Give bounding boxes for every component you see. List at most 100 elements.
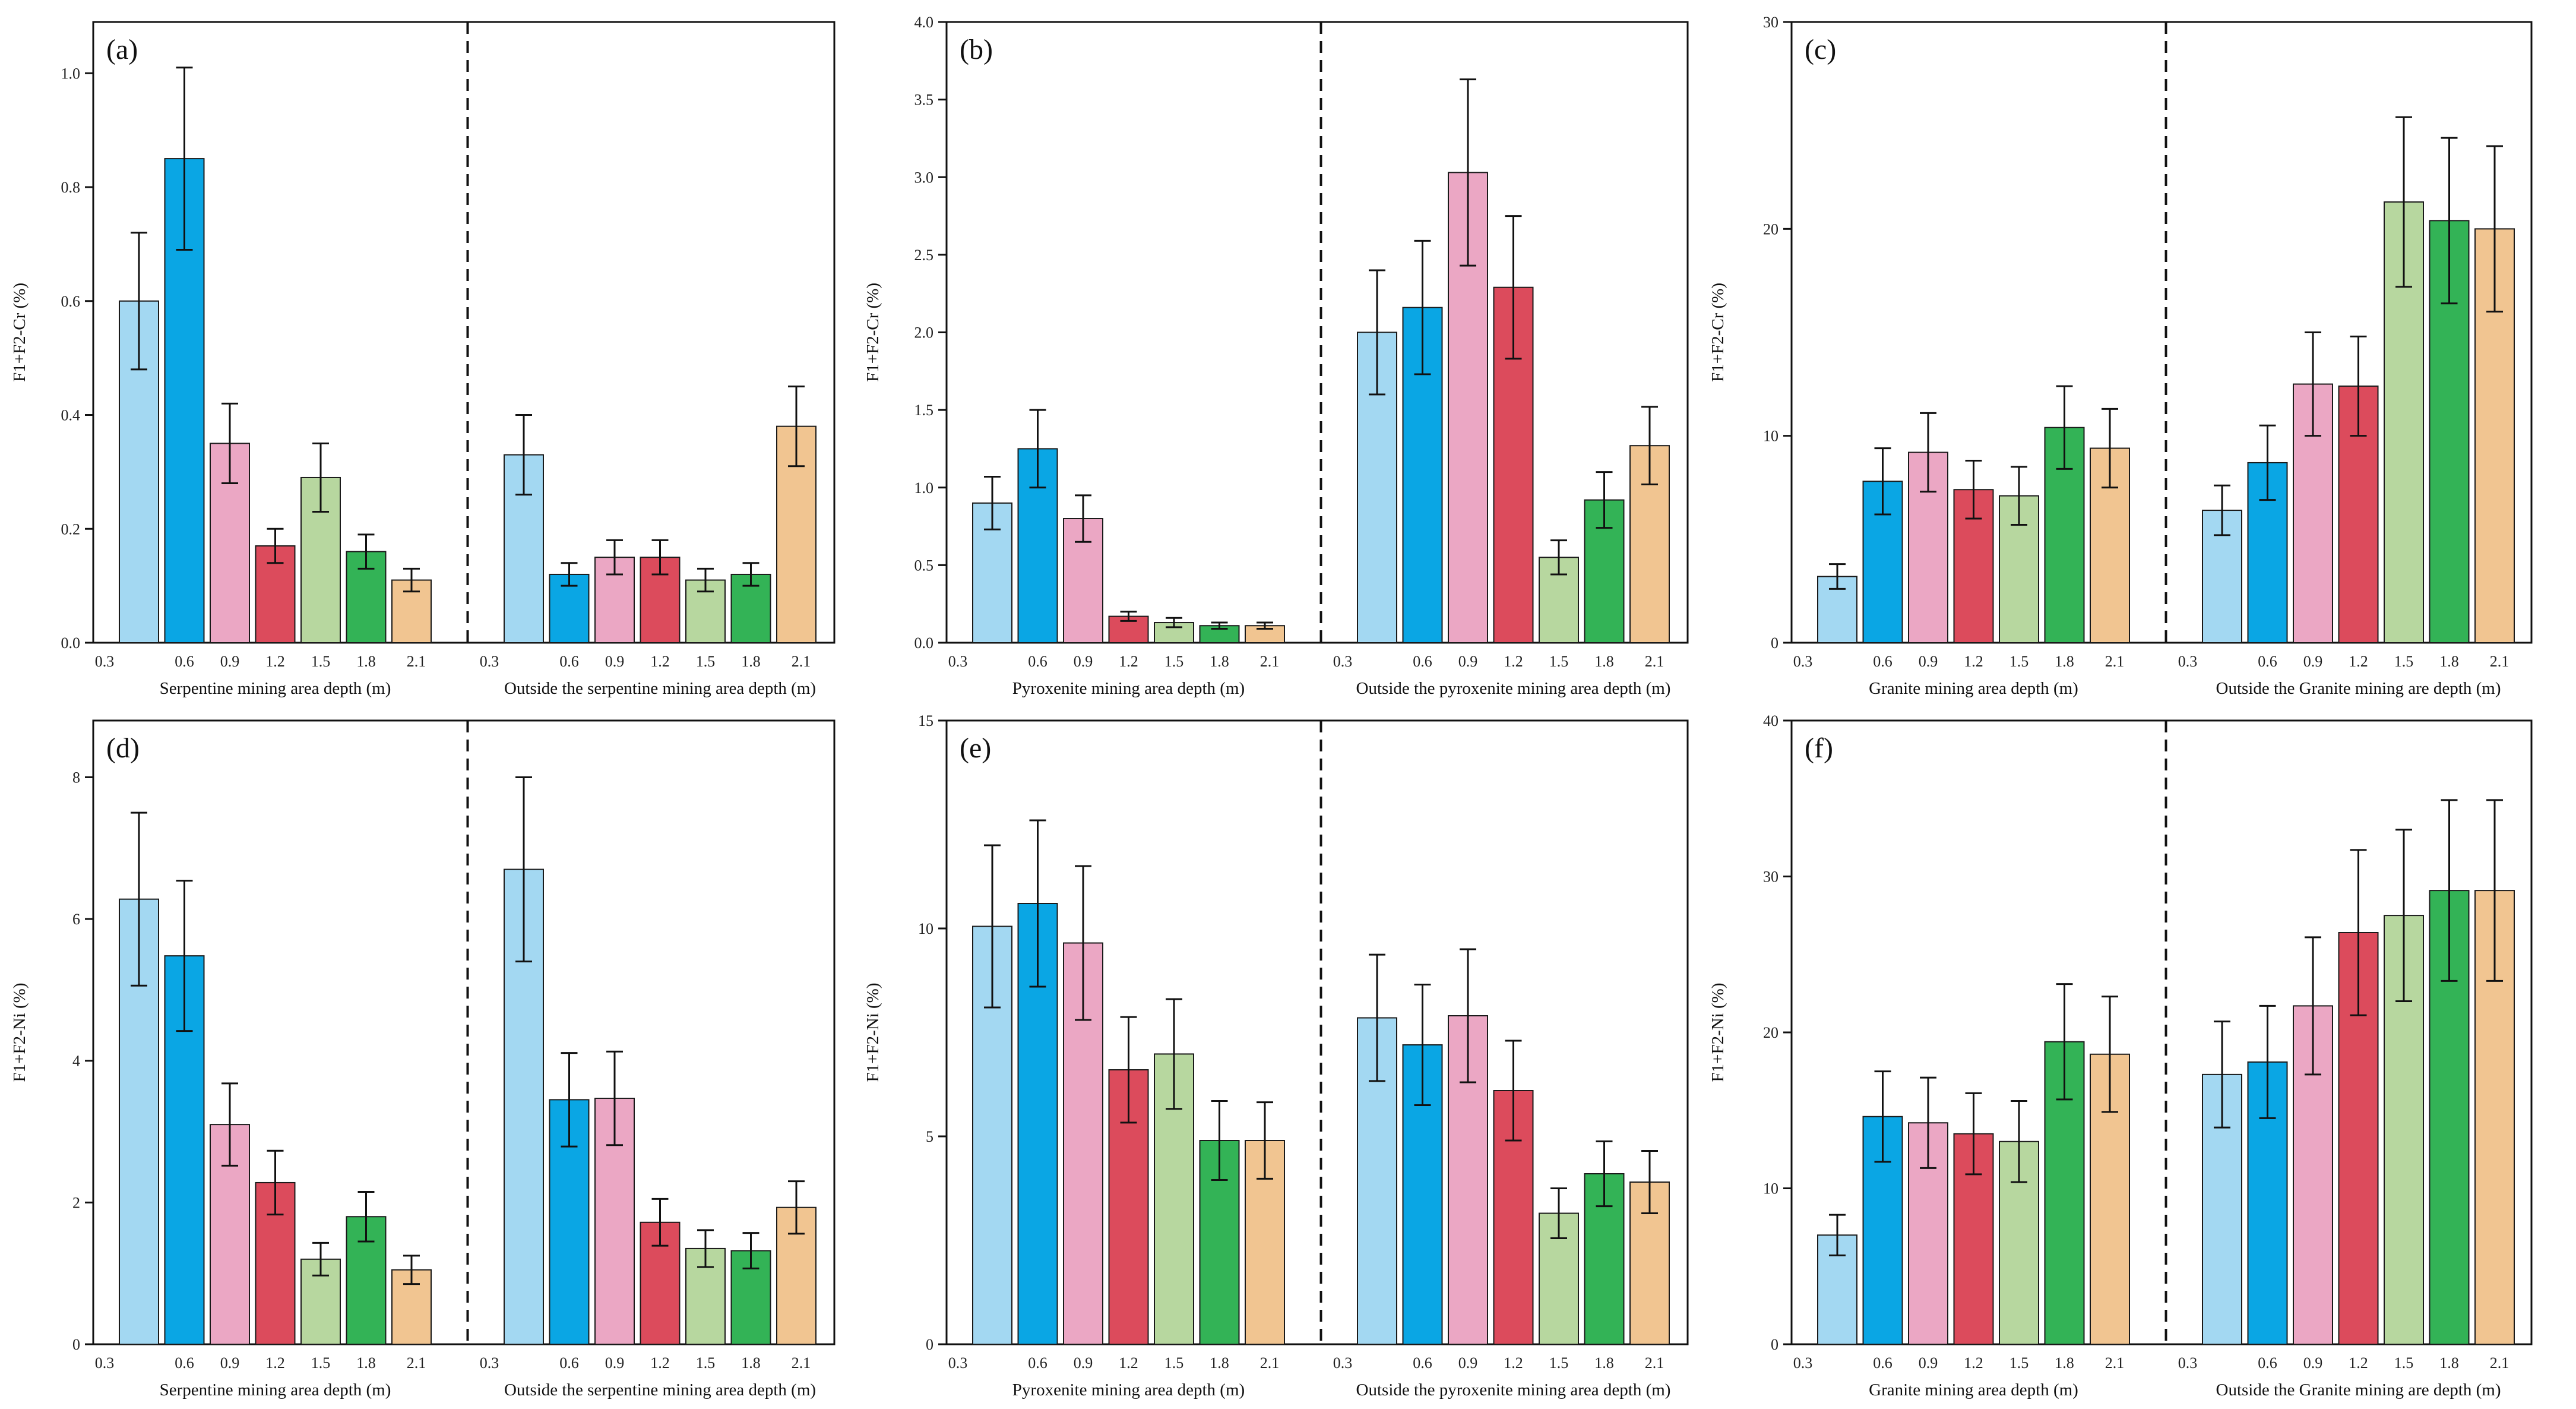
panel-b-xtick-label: 1.2	[1504, 653, 1523, 670]
panel-b-xtick-label: 2.1	[1645, 653, 1664, 670]
panel-c-bar	[2338, 386, 2379, 643]
panel-f-label: (f)	[1805, 732, 1833, 764]
panel-b-xlabel-group-2: Outside the pyroxenite mining area depth…	[1356, 679, 1671, 698]
panel-b-ytick-label: 2.0	[914, 324, 934, 342]
panel-a-xtick-label: 0.9	[605, 653, 625, 670]
panel-b-ytick-label: 4.0	[914, 14, 934, 31]
panel-e-xtick-label: 1.2	[1504, 1354, 1523, 1372]
panel-b-xtick-label: 1.8	[1210, 653, 1229, 670]
panel-c-xtick-label: 1.2	[2349, 653, 2368, 670]
panel-a-ylabel: F1+F2-Cr (%)	[10, 283, 29, 382]
panel-f-xtick-label: 0.3	[2178, 1354, 2198, 1372]
panel-a-frame	[92, 21, 836, 644]
panel-e-ytick-label: 15	[918, 712, 933, 729]
panel-e-xtick-label: 1.5	[1549, 1354, 1569, 1372]
panel-c-xtick-label: 0.9	[2303, 653, 2323, 670]
panel-d-ytick-label: 6	[72, 911, 80, 928]
panel-c-xtick-label: 0.3	[2178, 653, 2198, 670]
panel-b-xtick-label: 0.6	[1028, 653, 1048, 670]
panel-f-xtick-label: 1.2	[1964, 1354, 1983, 1372]
panel-a-xtick-label: 1.2	[265, 653, 285, 670]
panel-c-ytick-label: 10	[1763, 428, 1778, 445]
panel-d-label: (d)	[106, 732, 140, 764]
panel-b-ytick-label: 3.5	[914, 91, 934, 109]
panel-f-ylabel: F1+F2-Ni (%)	[1708, 983, 1727, 1082]
panel-a-xtick-label: 1.8	[741, 653, 761, 670]
panel-a-xtick-label: 0.6	[175, 653, 194, 670]
panel-d-xtick-label: 2.1	[407, 1354, 426, 1372]
panel-d-xtick-label: 1.8	[741, 1354, 761, 1372]
panel-e-xtick-label: 1.5	[1164, 1354, 1184, 1372]
panel-e-xtick-label: 0.3	[1333, 1354, 1353, 1372]
panel-d-xtick-label: 2.1	[792, 1354, 811, 1372]
panel-c-xtick-label: 0.6	[2258, 653, 2277, 670]
panel-e-ytick-label: 10	[918, 920, 933, 937]
panel-c-ytick-label: 0	[1771, 634, 1778, 652]
panel-a-ytick-label: 0.4	[61, 407, 81, 424]
panel-f-xtick-label: 0.9	[1919, 1354, 1938, 1372]
panel-b-ytick-label: 1.5	[914, 402, 934, 419]
panel-e-xtick-label: 1.8	[1594, 1354, 1614, 1372]
panel-a-xlabel-group-1: Serpentine mining area depth (m)	[160, 679, 391, 698]
panel-e-frame	[945, 719, 1689, 1345]
panel-f-xtick-label: 1.5	[2394, 1354, 2414, 1372]
panel-f-ytick-label: 30	[1763, 868, 1778, 886]
panel-e-xtick-label: 1.2	[1119, 1354, 1138, 1372]
panel-e-xtick-label: 0.3	[948, 1354, 968, 1372]
panel-a-ytick-label: 0.0	[61, 634, 81, 652]
panel-b-xlabel-group-1: Pyroxenite mining area depth (m)	[1012, 679, 1245, 698]
panel-c-label: (c)	[1805, 34, 1836, 65]
panel-b-ytick-label: 0.0	[914, 634, 934, 652]
panel-e-xtick-label: 2.1	[1645, 1354, 1664, 1372]
panel-c-ytick-label: 20	[1763, 220, 1778, 238]
panel-b-xtick-label: 1.5	[1549, 653, 1569, 670]
panel-c-xtick-label: 1.5	[2009, 653, 2029, 670]
panel-b-ytick-label: 0.5	[914, 557, 934, 574]
panel-a-xtick-label: 0.3	[95, 653, 115, 670]
panel-e: 0 5 10 15 F1+F2-Ni (%) (e) 0.3 0.6 0.9 1.2 1.5 1.8 2…	[863, 712, 1689, 1399]
panel-b-ytick-label: 3.0	[914, 169, 934, 186]
panel-c-xtick-label: 2.1	[2490, 653, 2509, 670]
panel-b: 0.0 0.5 1.0 1.5 2.0 2.5 3.0 3.5 4.0 F1+F2-Cr (%) (…	[863, 14, 1689, 698]
panel-b-xtick-label: 1.5	[1164, 653, 1184, 670]
panel-c-xtick-label: 1.8	[2439, 653, 2459, 670]
panel-d-xtick-label: 0.3	[95, 1354, 115, 1372]
panel-a-xtick-label: 1.5	[696, 653, 716, 670]
panel-f-xtick-label: 0.6	[1873, 1354, 1893, 1372]
panel-f-xtick-label: 1.5	[2009, 1354, 2029, 1372]
panel-a-ytick-label: 1.0	[61, 65, 81, 82]
panel-b-xtick-label: 0.9	[1074, 653, 1093, 670]
panel-d-ytick-label: 0	[72, 1336, 80, 1353]
panel-a-ytick-label: 0.2	[61, 520, 81, 538]
panel-d-xtick-label: 1.8	[356, 1354, 376, 1372]
panel-d-xlabel-group-1: Serpentine mining area depth (m)	[160, 1380, 391, 1399]
panel-f-xtick-label: 0.6	[2258, 1354, 2277, 1372]
panel-b-ylabel: F1+F2-Cr (%)	[863, 283, 882, 382]
panel-c-xtick-label: 0.9	[1919, 653, 1938, 670]
panel-b-xtick-label: 2.1	[1260, 653, 1280, 670]
panel-b-ytick-label: 1.0	[914, 479, 934, 497]
panel-c-xtick-label: 1.8	[2055, 653, 2074, 670]
panel-e-ylabel: F1+F2-Ni (%)	[863, 983, 882, 1082]
panel-d-xtick-label: 0.9	[605, 1354, 625, 1372]
panel-a-xtick-label: 1.2	[650, 653, 670, 670]
panel-c-frame	[1790, 21, 2533, 644]
panel-c-xtick-label: 1.5	[2394, 653, 2414, 670]
panel-b-xtick-label: 1.8	[1594, 653, 1614, 670]
panel-e-xlabel-group-1: Pyroxenite mining area depth (m)	[1012, 1380, 1245, 1399]
panel-c-xlabel-group-1: Granite mining area depth (m)	[1869, 679, 2078, 698]
panel-f-ytick-label: 10	[1763, 1180, 1778, 1198]
panel-f-xtick-label: 0.3	[1793, 1354, 1813, 1372]
panel-a-xtick-label: 0.6	[559, 653, 579, 670]
panel-f-xlabel-group-1: Granite mining area depth (m)	[1869, 1380, 2078, 1399]
panel-e-ytick-label: 5	[926, 1128, 933, 1145]
panel-d-ytick-label: 4	[72, 1053, 80, 1070]
panel-d-xtick-label: 0.3	[480, 1354, 499, 1372]
panel-c-ytick-label: 30	[1763, 14, 1778, 31]
panel-d-xtick-label: 1.2	[650, 1354, 670, 1372]
panel-f-ytick-label: 0	[1771, 1336, 1778, 1353]
panel-a-ytick-label: 0.6	[61, 293, 81, 310]
panel-e-xlabel-group-2: Outside the pyroxenite mining area depth…	[1356, 1380, 1671, 1399]
panel-b-xtick-label: 0.3	[948, 653, 968, 670]
panel-c-xtick-label: 0.6	[1873, 653, 1893, 670]
